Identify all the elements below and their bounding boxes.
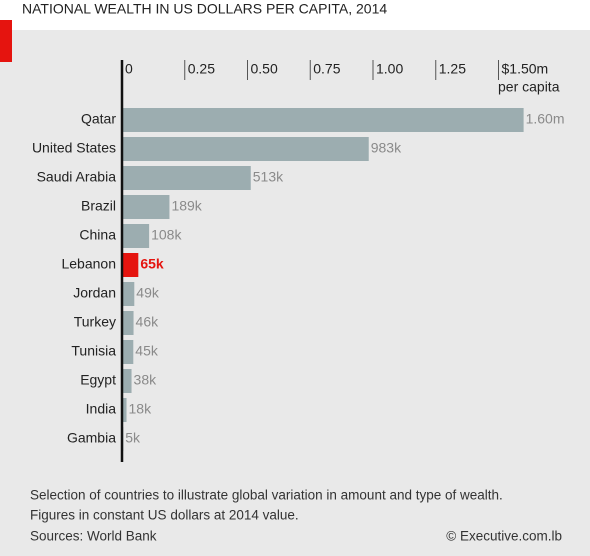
value-label: 18k — [129, 401, 153, 417]
bar — [122, 282, 135, 306]
value-label: 983k — [371, 140, 402, 156]
bar — [122, 224, 150, 248]
value-label: 189k — [171, 198, 202, 214]
note: Selection of countries to illustrate glo… — [30, 488, 503, 503]
category-label: United States — [32, 140, 116, 156]
source: Sources: World Bank — [30, 529, 157, 544]
chart-title: NATIONAL WEALTH IN US DOLLARS PER CAPITA… — [22, 1, 387, 17]
category-label: Egypt — [80, 372, 116, 388]
value-label: 46k — [136, 314, 160, 330]
credit: © Executive.com.lb — [446, 529, 562, 544]
bar — [122, 311, 134, 335]
category-label: Gambia — [67, 430, 116, 446]
note: Figures in constant US dollars at 2014 v… — [30, 508, 299, 523]
category-label: Lebanon — [61, 256, 116, 272]
category-label: Tunisia — [71, 343, 116, 359]
category-label: Saudi Arabia — [37, 169, 117, 185]
x-tick-label: 1.00 — [376, 61, 403, 77]
bar — [122, 166, 251, 190]
bar — [122, 369, 132, 393]
category-label: Qatar — [81, 111, 116, 127]
x-tick-label: 0 — [125, 61, 133, 77]
value-label: 513k — [253, 169, 284, 185]
category-label: Turkey — [74, 314, 116, 330]
x-tick-label: 0.75 — [313, 61, 340, 77]
value-label: 38k — [134, 372, 158, 388]
value-label: 45k — [135, 343, 159, 359]
bar — [122, 253, 139, 277]
category-label: Jordan — [73, 285, 116, 301]
bar — [122, 195, 170, 219]
x-tick-label: $1.50m — [502, 61, 549, 77]
value-label: 65k — [140, 256, 164, 272]
value-label: 1.60m — [526, 111, 565, 127]
bar — [122, 340, 134, 364]
value-label: 49k — [136, 285, 160, 301]
value-label: 108k — [151, 227, 182, 243]
category-label: India — [86, 401, 117, 417]
x-axis-label: per capita — [498, 79, 560, 95]
x-tick-label: 0.50 — [251, 61, 278, 77]
category-label: China — [79, 227, 116, 243]
category-label: Brazil — [81, 198, 116, 214]
value-label: 5k — [125, 430, 141, 446]
x-tick-label: 0.25 — [188, 61, 215, 77]
bar — [122, 108, 524, 132]
bar — [122, 398, 127, 422]
x-tick-label: 1.25 — [439, 61, 466, 77]
accent-marker — [0, 20, 12, 62]
bar — [122, 137, 369, 161]
